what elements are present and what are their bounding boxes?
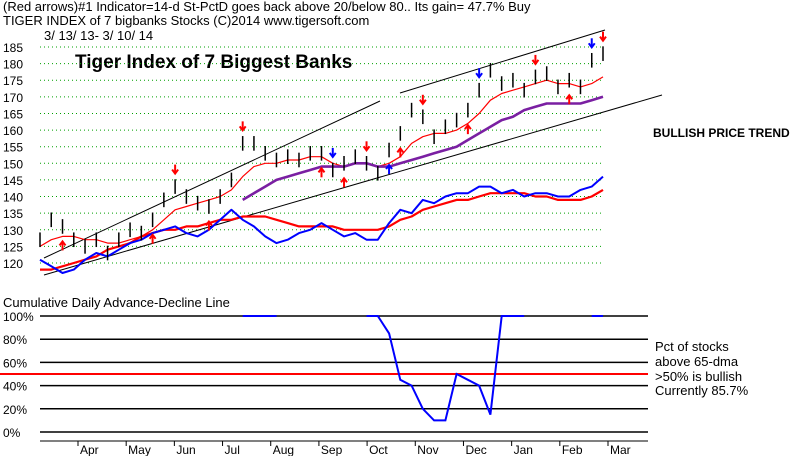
pct-tick-label: 20%: [3, 403, 27, 417]
up-arrow: [396, 146, 405, 158]
arrow-head: [171, 168, 179, 176]
pct-tick-label: 40%: [3, 380, 27, 394]
x-tick-label: May: [128, 443, 151, 456]
up-arrow: [565, 93, 574, 105]
indicator-caption: (Red arrows)#1 Indicator=14-d St-PctD go…: [3, 0, 531, 14]
chart-title: Tiger Index of 7 Biggest Banks: [75, 52, 353, 73]
y-tick-label: 175: [3, 74, 23, 88]
arrow-head: [599, 36, 607, 43]
y-tick-label: 135: [3, 207, 23, 221]
up-arrow: [205, 219, 213, 231]
up-arrow: [317, 166, 326, 178]
down-arrow: [531, 54, 540, 66]
up-arrow: [340, 176, 348, 188]
y-tick-label: 145: [3, 174, 23, 188]
arrow-head: [587, 42, 596, 49]
arrow-head: [205, 219, 213, 227]
legend-line-4: Currently 85.7%: [655, 383, 749, 398]
pct-above-dma-line: [242, 315, 603, 422]
pct-tick-label: 100%: [3, 310, 34, 324]
index-caption: TIGER INDEX of 7 bigbanks Stocks (C)2014…: [3, 13, 370, 28]
trend-line-upper-left: [43, 100, 381, 259]
x-tick-label: Jul: [225, 443, 240, 456]
down-arrow: [599, 31, 607, 43]
arrow-head: [340, 176, 348, 183]
long-ma-line: [242, 95, 604, 202]
x-tick-label: Aug: [273, 443, 294, 456]
up-arrow: [148, 233, 157, 244]
y-tick-label: 125: [3, 240, 23, 254]
x-tick-label: Sep: [321, 443, 343, 456]
trend-line-lower: [43, 94, 663, 276]
y-tick-label: 155: [3, 141, 23, 155]
up-arrow: [58, 239, 67, 251]
down-arrow: [238, 121, 247, 133]
arrow-head: [362, 145, 371, 152]
legend-line-3: >50% is bullish: [655, 369, 743, 384]
x-tick-label: Oct: [369, 443, 388, 456]
x-tick-label: Feb: [562, 443, 583, 456]
x-tick-label: Dec: [465, 443, 486, 456]
y-tick-label: 180: [3, 58, 23, 72]
y-tick-label: 140: [3, 191, 23, 205]
bullish-annotation: BULLISH PRICE TREND: [653, 126, 790, 140]
red-ma-line: [40, 188, 604, 271]
up-arrow: [385, 163, 393, 175]
down-arrow: [419, 94, 427, 106]
blue-line: [39, 175, 604, 274]
down-arrow: [475, 68, 483, 79]
arrow-head: [531, 59, 540, 66]
lower-panel-title: Cumulative Daily Advance-Decline Line: [3, 295, 230, 310]
x-tick-label: Nov: [417, 443, 438, 456]
down-arrow: [362, 141, 371, 152]
y-tick-label: 150: [3, 157, 23, 171]
arrow-head: [464, 123, 472, 130]
trend-line-upper-right: [399, 29, 606, 94]
arrow-head: [475, 72, 483, 79]
arrow-head: [419, 99, 427, 106]
pct-tick-label: 80%: [3, 333, 27, 347]
x-tick-label: Apr: [80, 443, 99, 456]
down-arrow: [328, 147, 337, 159]
y-tick-label: 160: [3, 124, 23, 138]
down-arrow: [587, 38, 596, 49]
arrow-head: [317, 166, 326, 173]
legend-line-1: Pct of stocks: [655, 339, 729, 354]
arrow-head: [565, 93, 574, 100]
y-tick-label: 170: [3, 91, 23, 105]
y-tick-label: 185: [3, 41, 23, 55]
arrow-head: [396, 146, 405, 153]
arrow-head: [58, 239, 67, 247]
short-ma-line: [39, 76, 604, 247]
y-tick-label: 120: [3, 257, 23, 271]
down-arrow: [171, 164, 179, 176]
x-tick-label: Jan: [514, 443, 533, 456]
y-tick-label: 130: [3, 224, 23, 238]
up-arrow: [464, 123, 472, 135]
arrow-head: [385, 163, 393, 170]
arrow-head: [148, 233, 157, 240]
legend-line-2: above 65-dma: [655, 354, 739, 369]
pct-tick-label: 0%: [3, 426, 21, 440]
pct-tick-label: 60%: [3, 356, 27, 370]
x-tick-label: Mar: [610, 443, 631, 456]
arrow-head: [238, 125, 247, 133]
x-tick-label: Jun: [176, 443, 195, 456]
arrow-head: [328, 152, 337, 159]
y-tick-label: 165: [3, 107, 23, 121]
date-range: 3/ 13/ 13- 3/ 10/ 14: [44, 28, 154, 43]
